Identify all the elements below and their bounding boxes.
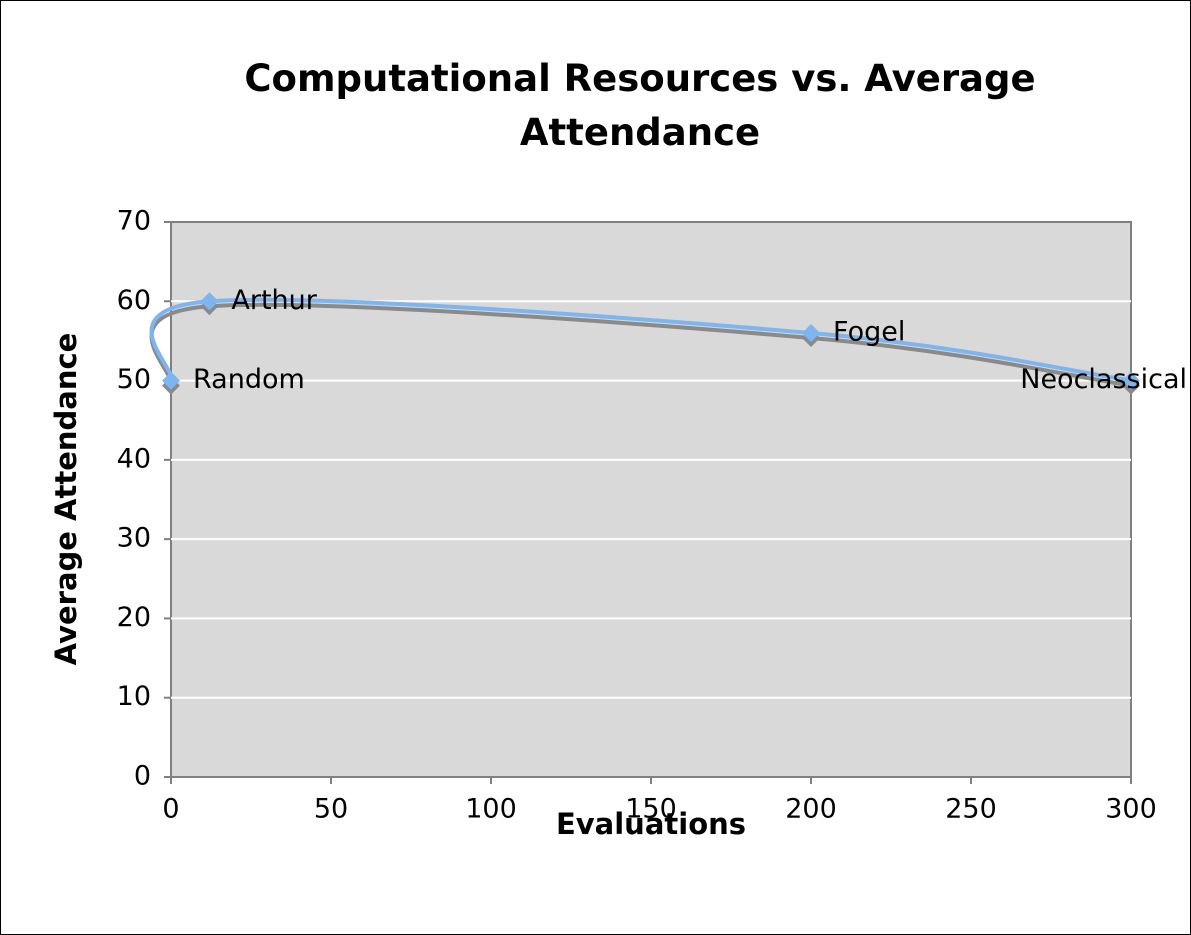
x-tick-label: 50: [314, 794, 348, 825]
marker: [162, 371, 180, 390]
marker: [200, 292, 219, 311]
y-tick-label: 40: [117, 443, 151, 474]
x-axis-title: Evaluations: [556, 807, 746, 841]
y-tick-label: 20: [117, 602, 151, 633]
y-tick-label: 50: [117, 364, 151, 395]
point-label: Neoclassical: [1020, 364, 1187, 395]
series: [149, 292, 1140, 390]
y-axis-title: Average Attendance: [49, 333, 83, 666]
x-tick-label: 150: [625, 794, 677, 825]
x-tick-label: 200: [785, 794, 837, 825]
y-tick-label: 70: [117, 206, 151, 237]
marker: [1122, 371, 1140, 390]
x-tick-label: 100: [465, 794, 517, 825]
y-tick-label: 0: [134, 761, 151, 792]
y-tick-label: 10: [117, 681, 151, 712]
point-label: Arthur: [231, 285, 317, 316]
chart-title: Computational Resources vs. Average Atte…: [244, 57, 1036, 154]
x-tick-label: 250: [945, 794, 997, 825]
point-label: Fogel: [833, 317, 905, 348]
y-tick-label: 60: [117, 285, 151, 316]
marker: [802, 324, 820, 342]
x-tick-label: 300: [1105, 794, 1157, 825]
y-tick-label: 30: [117, 523, 151, 554]
point-label: Random: [193, 364, 305, 395]
plot-area: [170, 221, 1132, 778]
x-tick-label: 0: [162, 794, 179, 825]
line: [149, 297, 1132, 383]
